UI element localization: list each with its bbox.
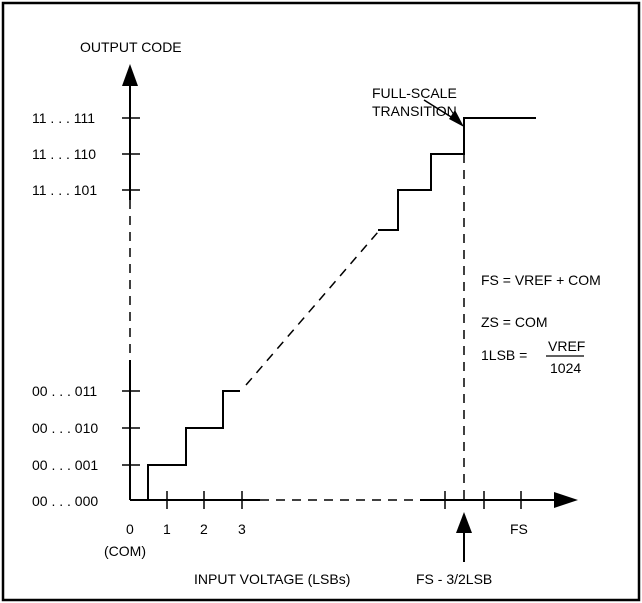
eq-zs: ZS = COM: [481, 314, 548, 330]
transfer-dashed-middle: [245, 231, 379, 386]
fs-transition-arrow-head: [456, 512, 472, 533]
y-label-110: 11 . . . 110: [32, 146, 96, 162]
transfer-steps-upper: [378, 117, 536, 231]
y-label-001: 00 . . . 001: [32, 457, 98, 473]
full-scale-label-2: TRANSITION: [372, 103, 457, 119]
x-axis-title: INPUT VOLTAGE (LSBs): [194, 571, 350, 587]
eq-fs: FS = VREF + COM: [481, 272, 601, 288]
full-scale-label-1: FULL-SCALE: [372, 85, 457, 101]
transfer-steps-lower: [147, 390, 240, 500]
fs-transition-label: FS - 3/2LSB: [416, 571, 492, 587]
eq-lsb-denominator: 1024: [550, 360, 581, 376]
x-label-com: (COM): [104, 543, 146, 559]
y-label-011: 00 . . . 011: [32, 383, 97, 399]
eq-lsb-numerator: VREF: [548, 338, 585, 354]
eq-lsb-prefix: 1LSB =: [481, 347, 527, 363]
y-label-111: 11 . . . 111: [32, 110, 95, 126]
x-label-0: 0: [126, 521, 134, 537]
y-label-101: 11 . . . 101: [32, 182, 97, 198]
x-label-2: 2: [200, 521, 208, 537]
y-axis-title: OUTPUT CODE: [80, 39, 182, 55]
y-axis-arrow: [122, 64, 138, 86]
y-label-010: 00 . . . 010: [32, 420, 98, 436]
x-axis-arrow: [554, 492, 578, 508]
y-label-000: 00 . . . 000: [32, 493, 98, 509]
x-label-3: 3: [238, 521, 246, 537]
full-scale-pointer-arrow: [449, 110, 464, 127]
x-label-1: 1: [163, 521, 171, 537]
x-label-fs: FS: [510, 521, 528, 537]
